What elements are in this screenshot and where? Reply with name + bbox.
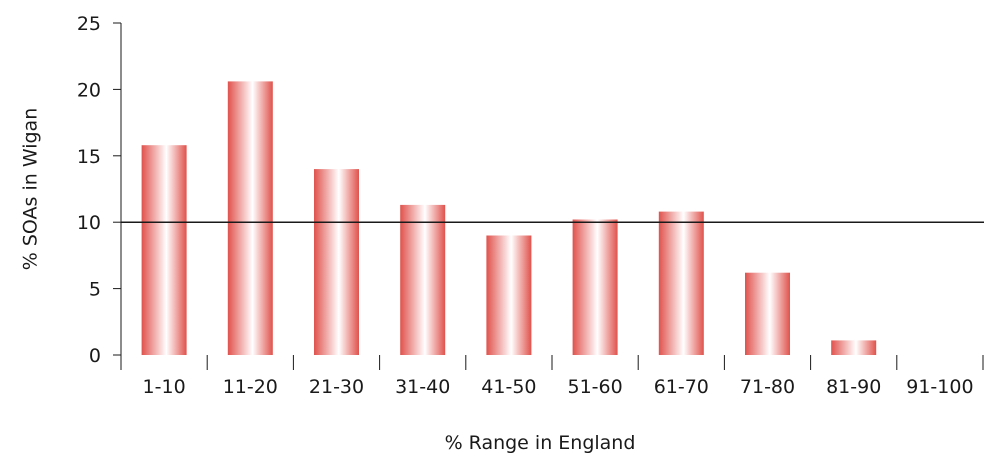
- bar-41-50: [486, 235, 532, 355]
- y-tick-label: 25: [77, 13, 101, 35]
- y-tick-label: 0: [89, 345, 101, 367]
- bar-61-70: [658, 211, 704, 355]
- x-tick-label: 11-20: [223, 376, 278, 398]
- bar-31-40: [400, 204, 446, 355]
- x-tick-label: 41-50: [481, 376, 536, 398]
- bar-51-60: [572, 219, 618, 355]
- bar-71-80: [745, 272, 790, 355]
- x-tick-label: 21-30: [309, 376, 364, 398]
- x-tick-label: 1-10: [143, 376, 186, 398]
- bar-81-90: [831, 340, 877, 355]
- y-tick-label: 10: [77, 212, 101, 234]
- y-tick-label: 15: [77, 146, 101, 168]
- x-axis-title: % Range in England: [445, 432, 636, 454]
- x-ticks: 1-10 11-20 21-30 31-40 41-50 51-60 61-70 71-80 8…: [120, 355, 984, 398]
- y-axis-title: % SOAs in Wigan: [20, 108, 42, 270]
- x-tick-label: 91-100: [906, 376, 973, 398]
- x-tick-label: 31-40: [395, 376, 450, 398]
- bar-1-10: [141, 145, 187, 355]
- x-tick-label: 51-60: [567, 376, 622, 398]
- bars: [141, 81, 877, 356]
- y-ticks: 0 5 10 15 20 25: [77, 13, 121, 367]
- x-tick-label: 71-80: [740, 376, 795, 398]
- y-tick-label: 5: [89, 279, 101, 301]
- bar-21-30: [314, 169, 359, 355]
- x-tick-label: 61-70: [654, 376, 709, 398]
- y-tick-label: 20: [77, 79, 101, 101]
- axes: [120, 23, 984, 355]
- bar-11-20: [227, 81, 273, 356]
- x-tick-label: 81-90: [826, 376, 881, 398]
